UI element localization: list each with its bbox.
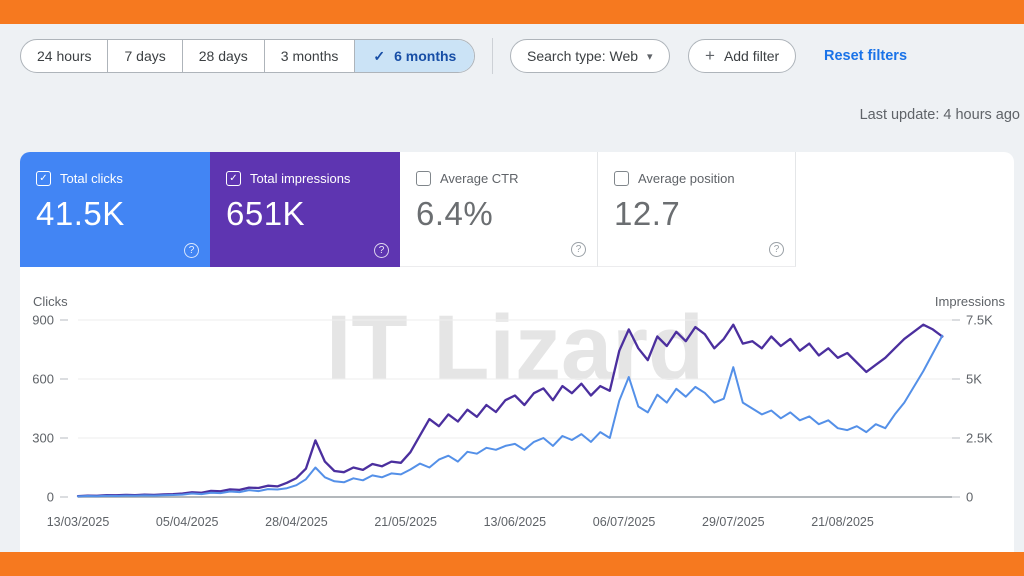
clicks-impressions-line-chart: IT Lizard 0 0 300 2.5K 600 5K 900 7.5K Clicks Impr…	[32, 294, 1006, 529]
x-tick-label: 13/03/2025	[47, 515, 110, 529]
metric-value: 6.4%	[416, 195, 494, 232]
y-right-axis-title: Impressions	[935, 294, 1006, 309]
y-right-tick-label: 0	[966, 490, 973, 505]
add-filter-button[interactable]: + Add filter	[688, 39, 797, 73]
average-ctr-card[interactable]: Average CTR 6.4% ?	[400, 152, 598, 267]
date-range-28-days[interactable]: 28 days	[181, 40, 264, 72]
metric-label: Average position	[638, 171, 735, 186]
date-range-label: 3 months	[280, 48, 339, 64]
y-right-tick-label: 7.5K	[966, 313, 993, 328]
clicks-line	[77, 334, 944, 498]
x-tick-label: 28/04/2025	[265, 515, 328, 529]
search-type-dropdown[interactable]: Search type: Web ▾	[510, 39, 670, 73]
date-range-label: 6 months	[394, 48, 457, 64]
reset-filters-link[interactable]: Reset filters	[824, 48, 908, 64]
checkbox-unchecked-icon[interactable]	[614, 171, 629, 186]
date-range-group: 24 hours 7 days 28 days 3 months ✓ 6 mon…	[20, 39, 476, 73]
add-filter-label: Add filter	[723, 48, 780, 64]
help-icon[interactable]: ?	[769, 242, 784, 257]
metric-label: Total clicks	[60, 171, 123, 186]
date-range-7-days[interactable]: 7 days	[107, 40, 181, 72]
date-range-6-months-selected[interactable]: ✓ 6 months	[354, 40, 475, 72]
y-left-tick-label: 900	[32, 313, 54, 328]
x-tick-label: 06/07/2025	[593, 515, 656, 529]
check-icon: ✓	[373, 47, 386, 64]
search-type-label: Search type: Web	[527, 48, 639, 64]
y-left-axis-title: Clicks	[33, 294, 68, 309]
help-icon[interactable]: ?	[374, 243, 389, 258]
help-icon[interactable]: ?	[184, 243, 199, 258]
bottom-orange-bar	[0, 552, 1024, 576]
help-icon[interactable]: ?	[571, 242, 586, 257]
watermark-text: IT Lizard	[326, 297, 704, 399]
date-range-label: 28 days	[198, 48, 248, 64]
plus-icon: +	[705, 46, 715, 65]
impressions-line	[76, 323, 944, 498]
date-range-3-months[interactable]: 3 months	[263, 40, 355, 72]
y-right-tick-label: 5K	[966, 372, 982, 387]
x-tick-label: 29/07/2025	[702, 515, 765, 529]
x-tick-label: 05/04/2025	[156, 515, 219, 529]
checkbox-checked-icon[interactable]: ✓	[36, 171, 51, 186]
performance-chart[interactable]: IT Lizard 0 0 300 2.5K 600 5K 900 7.5K Clicks Impr…	[20, 267, 1014, 552]
metric-label: Total impressions	[250, 171, 351, 186]
y-right-tick-label: 2.5K	[966, 431, 993, 446]
metric-cards-row: ✓ Total clicks 41.5K ? ✓ Total impressio…	[20, 152, 1014, 267]
total-clicks-card[interactable]: ✓ Total clicks 41.5K ?	[20, 152, 210, 267]
checkbox-unchecked-icon[interactable]	[416, 171, 431, 186]
total-impressions-card[interactable]: ✓ Total impressions 651K ?	[210, 152, 400, 267]
average-position-card[interactable]: Average position 12.7 ?	[598, 152, 796, 267]
x-tick-label: 21/08/2025	[811, 515, 874, 529]
cards-spacer	[796, 152, 1014, 267]
toolbar-divider	[492, 38, 493, 74]
date-range-label: 24 hours	[37, 48, 92, 64]
chevron-down-icon: ▾	[647, 50, 653, 63]
y-left-tick-label: 600	[32, 372, 54, 387]
x-tick-label: 21/05/2025	[374, 515, 437, 529]
metric-value: 41.5K	[36, 195, 125, 232]
date-range-24-hours[interactable]: 24 hours	[21, 40, 107, 72]
metric-value: 12.7	[614, 195, 681, 232]
checkbox-checked-icon[interactable]: ✓	[226, 171, 241, 186]
performance-panel: ✓ Total clicks 41.5K ? ✓ Total impressio…	[20, 152, 1014, 552]
date-range-label: 7 days	[124, 48, 166, 64]
metric-label: Average CTR	[440, 171, 519, 186]
top-orange-bar	[0, 0, 1024, 24]
last-update-text: Last update: 4 hours ago	[859, 107, 1020, 123]
y-left-tick-label: 300	[32, 431, 54, 446]
metric-value: 651K	[226, 195, 306, 232]
x-tick-label: 13/06/2025	[484, 515, 547, 529]
y-left-tick-label: 0	[47, 490, 54, 505]
